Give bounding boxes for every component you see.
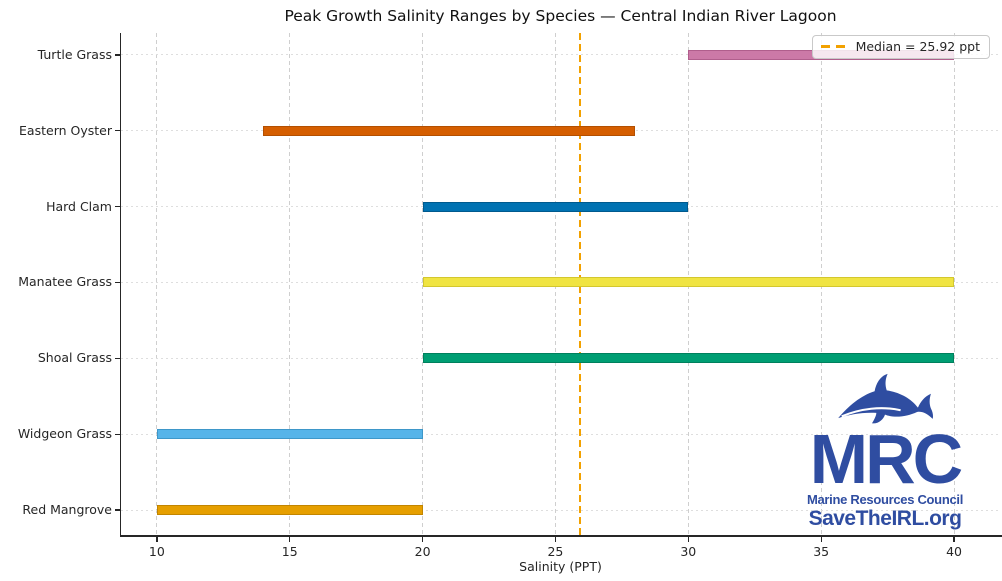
x-gridline (953, 33, 955, 535)
x-tick-label: 40 (946, 544, 962, 559)
x-tick-label: 25 (547, 544, 564, 559)
y-tick-label: Hard Clam (46, 198, 112, 214)
range-bar-hard-clam (422, 201, 689, 212)
y-tick-label: Red Mangrove (22, 502, 112, 517)
dolphin-icon (838, 373, 934, 424)
chart-title: Peak Growth Salinity Ranges by Species —… (284, 7, 837, 25)
y-axis-spine (119, 33, 121, 537)
y-tick-label: Turtle Grass (37, 46, 112, 62)
y-tick-mark (115, 281, 120, 284)
y-tick-label: Manatee Grass (18, 274, 112, 290)
y-gridline (121, 433, 1000, 435)
range-bar-red-mangrove (156, 505, 423, 515)
range-bar-widgeon-grass (156, 429, 423, 440)
x-tick-mark (820, 537, 822, 542)
y-tick-mark (115, 357, 120, 359)
x-tick-label: 10 (148, 544, 165, 559)
x-tick-label: 20 (414, 544, 431, 559)
legend-label: Median = 25.92 ppt (855, 39, 980, 54)
y-tick-label: Shoal Grass (37, 350, 112, 366)
range-bar-shoal-grass (422, 353, 955, 364)
logo-acronym: MRC (809, 420, 963, 498)
logo-website: SaveTheIRL.org (808, 507, 962, 531)
y-tick-mark (115, 206, 120, 208)
x-tick-mark (687, 537, 689, 542)
median-line-legend-swatch (820, 45, 848, 48)
x-tick-mark (156, 537, 158, 542)
x-tick-mark (554, 537, 557, 542)
legend: Median = 25.92 ppt (811, 35, 990, 59)
x-tick-label: 30 (680, 544, 697, 559)
y-tick-mark (115, 130, 120, 132)
x-tick-mark (421, 537, 424, 542)
range-bar-eastern-oyster (263, 125, 636, 136)
logo-org-name: Marine Resources Council (806, 492, 964, 508)
y-gridline (121, 509, 1000, 511)
mrc-logo: MRC Marine Resources Council SaveTheIRL.… (801, 368, 969, 531)
x-gridline (156, 33, 158, 535)
x-tick-mark (953, 537, 955, 542)
y-tick-mark (115, 54, 120, 56)
y-gridline (121, 54, 1000, 56)
x-axis-label: Salinity (PPT) (519, 559, 602, 574)
x-tick-mark (289, 537, 291, 542)
x-axis-spine (119, 535, 1002, 537)
x-tick-label: 15 (281, 544, 298, 559)
y-tick-label: Widgeon Grass (17, 426, 112, 442)
y-tick-mark (115, 433, 120, 435)
y-tick-mark (115, 509, 120, 511)
x-tick-label: 35 (813, 544, 830, 559)
range-bar-manatee-grass (422, 277, 955, 288)
y-tick-label: Eastern Oyster (19, 122, 112, 138)
x-gridline (289, 33, 291, 535)
